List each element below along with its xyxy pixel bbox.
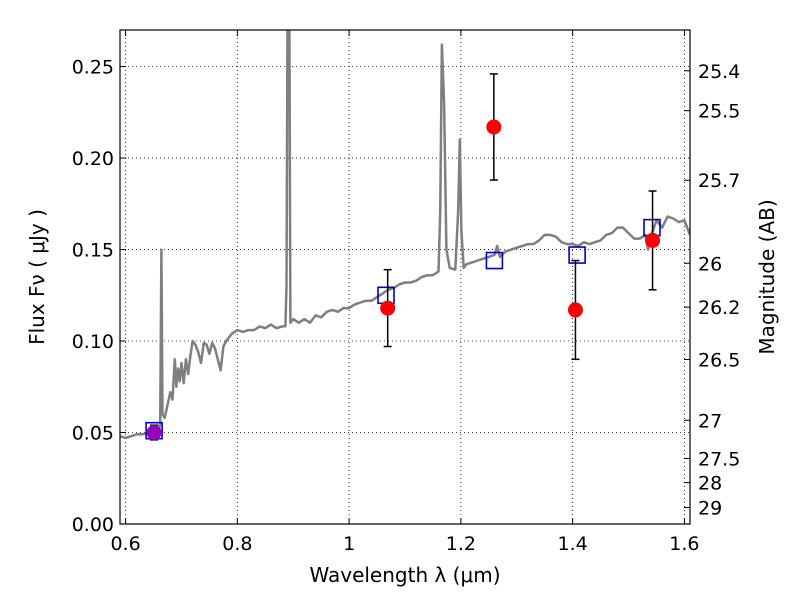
tick-marks (120, 30, 690, 525)
model-spectrum-line (120, 30, 690, 440)
observed-point (645, 232, 661, 248)
y-tick-label: 0.20 (72, 148, 114, 170)
x-tick-label: 0.8 (222, 533, 252, 555)
y-axis-title: Flux Fν ( μJy ) (25, 209, 49, 345)
model-photometry-square (485, 251, 504, 270)
mag-tick-label: 25.5 (698, 101, 740, 123)
observed-point (486, 119, 502, 135)
observed-points-layer (146, 73, 661, 441)
x-tick-label: 1 (343, 533, 355, 555)
mag-tick-label: 26.5 (698, 350, 740, 372)
model-photometry-square (568, 246, 586, 264)
observed-point (567, 302, 583, 318)
observed-point (146, 425, 162, 441)
x-tick-label: 1.6 (669, 533, 699, 555)
tick-labels: 0.6 0.8 1 1.2 1.4 1.6 0.00 0.05 0.10 0.15 0.20 0.25… (72, 57, 741, 555)
y2-axis-title: Magnitude (AB) (755, 199, 779, 354)
y-tick-label: 0.10 (72, 331, 114, 353)
grid-lines (120, 30, 690, 525)
mag-tick-label: 26 (698, 253, 722, 275)
mag-tick-label: 27 (698, 410, 722, 432)
mag-tick-label: 26.2 (698, 297, 740, 319)
observed-point (380, 300, 396, 316)
mag-tick-label: 25.4 (698, 61, 740, 83)
y-tick-label: 0.05 (72, 423, 114, 445)
y-tick-label: 0.25 (72, 57, 114, 79)
y-tick-label: 0.15 (72, 240, 114, 262)
mag-tick-label: 29 (698, 498, 722, 520)
plot-frame (119, 29, 691, 525)
x-tick-label: 0.6 (110, 533, 140, 555)
y-tick-label: 0.00 (72, 514, 114, 536)
model-spectrum-layer (120, 30, 690, 440)
mag-tick-label: 25.7 (698, 170, 740, 192)
model-photometry-layer (145, 218, 661, 440)
x-axis-title: Wavelength λ (μm) (309, 563, 500, 587)
mag-tick-label: 28 (698, 473, 722, 495)
x-tick-label: 1.2 (446, 533, 476, 555)
x-tick-label: 1.4 (558, 533, 588, 555)
mag-tick-label: 27.5 (698, 448, 740, 470)
